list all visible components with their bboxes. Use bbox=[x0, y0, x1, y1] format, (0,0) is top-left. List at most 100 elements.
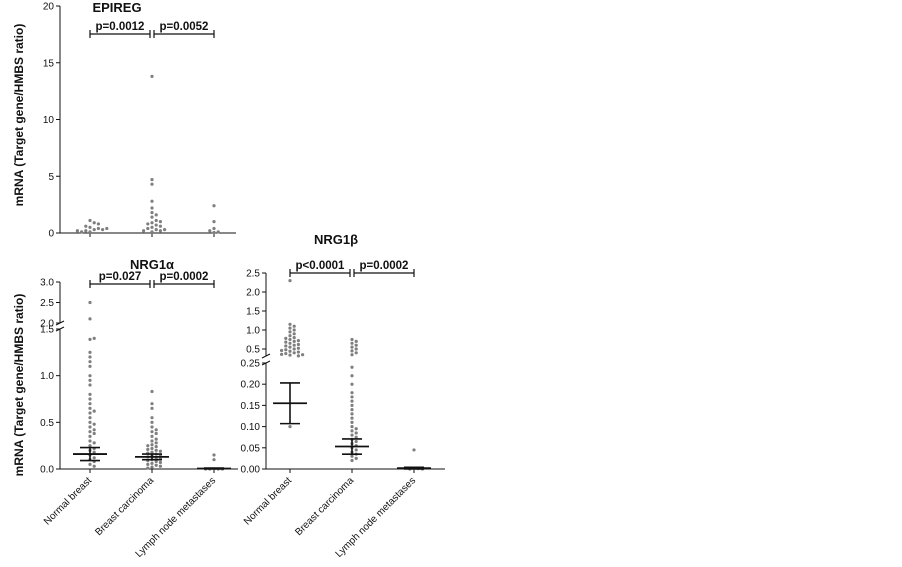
data-point bbox=[92, 336, 96, 340]
data-point bbox=[350, 429, 354, 433]
data-point bbox=[150, 416, 154, 420]
data-point bbox=[208, 229, 212, 233]
axis-break-mark bbox=[261, 353, 271, 359]
panel-epireg: EPIREG mRNA (Target gene/HMBS ratio) 0 5 1… bbox=[12, 0, 236, 240]
data-point bbox=[288, 322, 292, 326]
y-tick-label: 20 bbox=[43, 2, 55, 13]
data-point bbox=[350, 425, 354, 429]
data-point bbox=[354, 351, 358, 355]
y-tick-label: 0 bbox=[48, 229, 54, 240]
data-point bbox=[84, 224, 88, 228]
data-point bbox=[96, 222, 100, 226]
data-point bbox=[88, 364, 92, 368]
data-point bbox=[101, 227, 105, 232]
data-point bbox=[150, 221, 154, 225]
y-tick-label: 2.0 bbox=[246, 288, 260, 299]
data-point bbox=[150, 225, 154, 229]
data-point bbox=[150, 178, 154, 182]
data-point bbox=[354, 339, 358, 343]
data-point bbox=[292, 351, 296, 355]
data-point bbox=[88, 434, 92, 438]
data-point bbox=[296, 339, 300, 343]
data-point bbox=[412, 448, 416, 452]
data-point bbox=[292, 332, 296, 336]
data-point bbox=[163, 227, 167, 232]
data-point bbox=[150, 74, 154, 78]
data-point bbox=[292, 324, 296, 328]
data-point bbox=[158, 449, 162, 453]
data-point bbox=[284, 344, 288, 348]
y-tick-label: 15 bbox=[43, 58, 55, 69]
y-tick-label: 0.5 bbox=[40, 418, 54, 429]
data-point bbox=[350, 399, 354, 403]
plot-area: 0 5 10 15 20 p=0.0012 p=0.0052 bbox=[43, 2, 236, 240]
data-point bbox=[88, 337, 92, 341]
data-point bbox=[212, 230, 216, 235]
data-point bbox=[284, 336, 288, 340]
data-point bbox=[354, 431, 358, 435]
data-point bbox=[88, 411, 92, 415]
data-point bbox=[154, 437, 158, 441]
y-axis-label: mRNA (Target gene/HMBS ratio) bbox=[12, 294, 26, 477]
data-point bbox=[150, 461, 154, 465]
data-point bbox=[154, 448, 158, 452]
x-tick-label: Breast carcinoma bbox=[293, 475, 356, 538]
data-point bbox=[92, 431, 96, 436]
panel-title: EPIREG bbox=[92, 0, 141, 15]
data-point bbox=[354, 439, 358, 444]
p-value-label: p=0.0002 bbox=[160, 271, 209, 283]
data-point bbox=[301, 353, 305, 357]
data-point bbox=[288, 349, 292, 353]
data-point bbox=[216, 230, 220, 234]
data-point bbox=[88, 439, 92, 443]
data-point bbox=[150, 446, 154, 451]
data-point bbox=[354, 448, 358, 452]
data-point bbox=[292, 339, 296, 343]
x-tick-label: Breast carcinoma bbox=[93, 475, 156, 538]
data-point bbox=[350, 433, 354, 437]
data-point bbox=[88, 355, 92, 359]
data-point bbox=[350, 349, 354, 353]
data-point bbox=[350, 341, 354, 345]
data-point bbox=[354, 435, 358, 439]
plot-area: 0.0 0.5 1.0 1.52.0 2.5 3.0 Normal breast Breast… bbox=[40, 271, 238, 560]
data-point bbox=[280, 352, 284, 356]
data-point bbox=[105, 226, 109, 231]
data-point bbox=[146, 226, 150, 231]
data-point bbox=[354, 347, 358, 351]
data-point bbox=[354, 343, 358, 347]
data-point bbox=[288, 345, 292, 349]
y-tick-label: 0.5 bbox=[246, 345, 260, 356]
data-point bbox=[350, 416, 354, 420]
y-tick-label: 0.00 bbox=[241, 465, 261, 476]
data-point bbox=[146, 444, 150, 448]
x-tick-label: Normal breast bbox=[42, 475, 94, 527]
data-point bbox=[350, 337, 354, 342]
data-point bbox=[92, 422, 96, 426]
y-tick-label: 2.0 bbox=[40, 319, 54, 330]
data-point bbox=[288, 326, 292, 330]
data-point bbox=[88, 360, 92, 364]
y-axis-label: mRNA (Target gene/HMBS ratio) bbox=[12, 24, 26, 207]
data-point bbox=[146, 447, 150, 451]
data-point bbox=[146, 466, 150, 470]
y-tick-label: 0.10 bbox=[241, 422, 261, 433]
data-point bbox=[146, 222, 150, 226]
data-point bbox=[350, 408, 354, 412]
data-point bbox=[288, 279, 292, 283]
data-point bbox=[88, 397, 92, 401]
data-point bbox=[96, 226, 100, 231]
data-point bbox=[350, 395, 354, 399]
data-point bbox=[88, 383, 92, 387]
data-point bbox=[150, 443, 154, 447]
data-point bbox=[150, 210, 154, 215]
data-point bbox=[142, 229, 146, 233]
data-point bbox=[154, 445, 158, 449]
data-point bbox=[280, 348, 284, 353]
data-point bbox=[354, 456, 358, 460]
data-point bbox=[154, 227, 158, 232]
y-tick-label: 10 bbox=[43, 115, 55, 126]
data-point bbox=[292, 328, 296, 332]
data-point bbox=[296, 350, 300, 354]
